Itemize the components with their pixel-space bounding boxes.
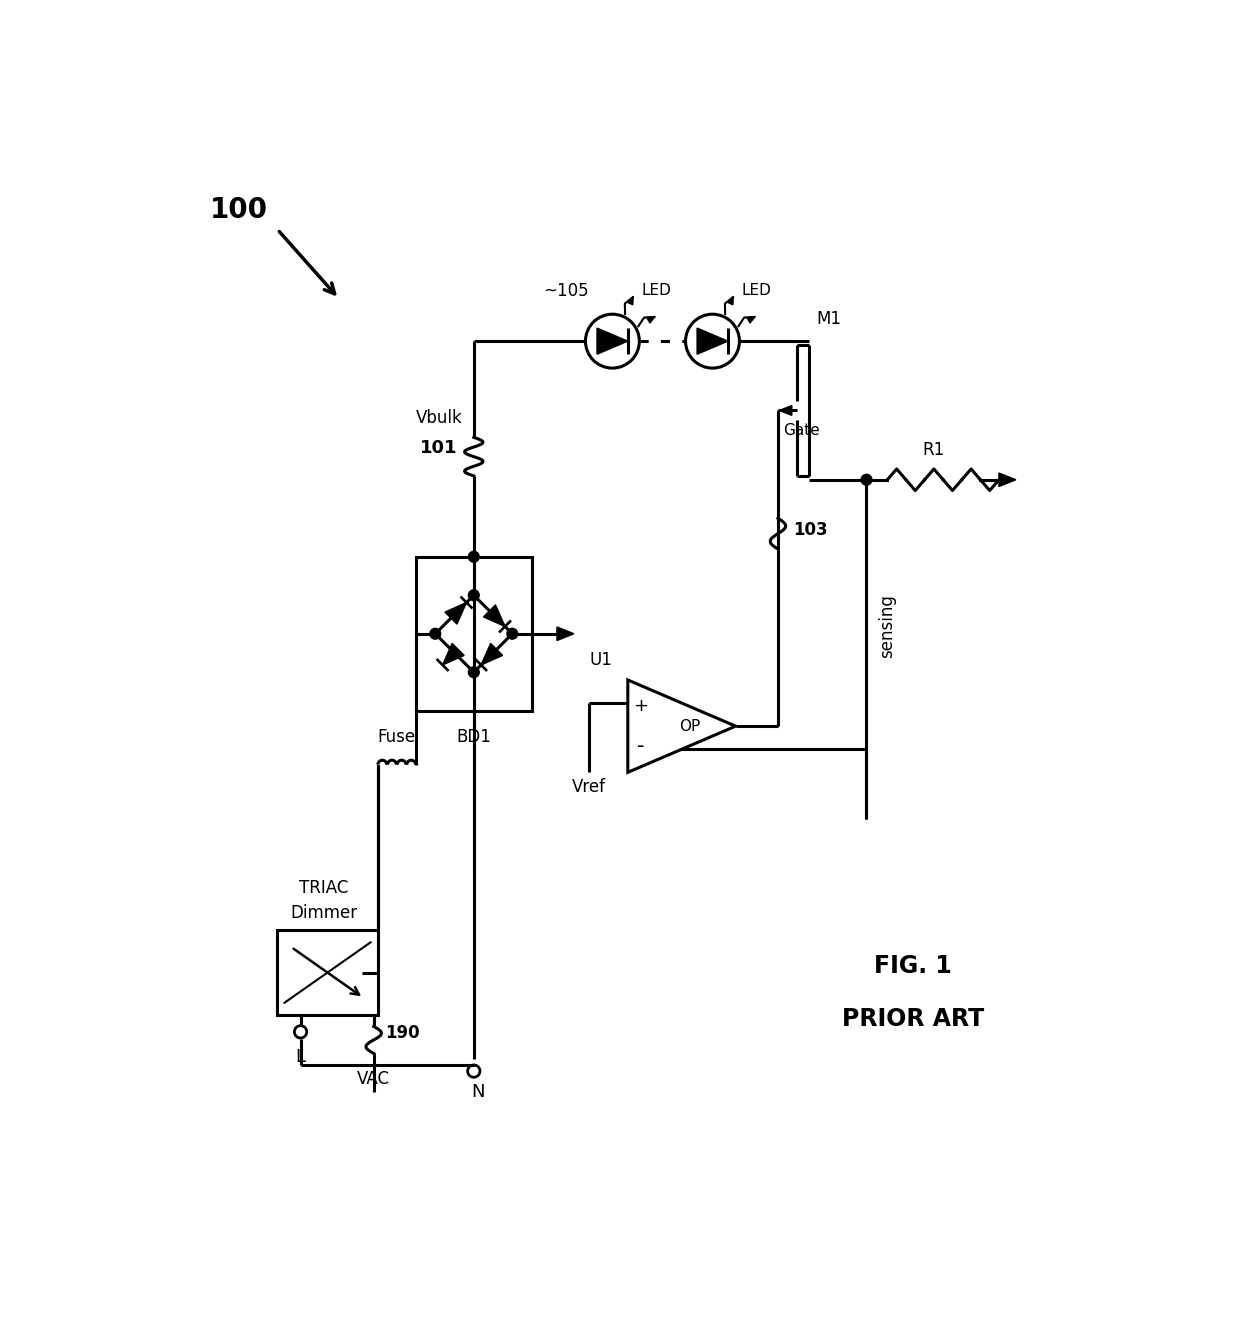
Circle shape	[430, 629, 440, 639]
Polygon shape	[445, 602, 466, 623]
Polygon shape	[481, 643, 502, 665]
Circle shape	[861, 474, 872, 485]
Text: FIG. 1: FIG. 1	[874, 953, 951, 977]
Text: PRIOR ART: PRIOR ART	[842, 1008, 983, 1032]
Text: N: N	[471, 1083, 485, 1101]
Polygon shape	[647, 316, 655, 323]
Polygon shape	[746, 316, 755, 323]
Text: -: -	[637, 737, 645, 757]
Text: Dimmer: Dimmer	[290, 904, 357, 922]
Polygon shape	[780, 406, 792, 415]
Text: LED: LED	[641, 283, 672, 298]
Text: TRIAC: TRIAC	[299, 878, 348, 897]
Text: U1: U1	[589, 650, 613, 669]
Polygon shape	[627, 680, 735, 773]
Text: ~105: ~105	[543, 283, 589, 300]
Circle shape	[469, 590, 479, 601]
Text: +: +	[634, 697, 649, 714]
Text: Vbulk: Vbulk	[415, 409, 463, 427]
Text: sensing: sensing	[878, 594, 897, 658]
Text: 100: 100	[210, 196, 268, 224]
Circle shape	[507, 629, 517, 639]
Polygon shape	[999, 473, 1016, 486]
Circle shape	[469, 551, 479, 562]
Polygon shape	[697, 328, 728, 354]
Circle shape	[469, 668, 479, 678]
Bar	[417, 557, 532, 710]
Text: Fuse: Fuse	[378, 728, 415, 745]
Text: BD1: BD1	[456, 728, 491, 746]
Text: OP: OP	[678, 718, 701, 734]
Text: Gate: Gate	[782, 423, 820, 438]
Polygon shape	[627, 296, 634, 304]
Polygon shape	[443, 643, 464, 665]
Text: R1: R1	[923, 441, 945, 459]
Text: LED: LED	[742, 283, 771, 298]
Text: M1: M1	[816, 310, 842, 328]
Polygon shape	[557, 627, 574, 641]
Text: 190: 190	[386, 1024, 420, 1043]
Text: Vref: Vref	[573, 777, 606, 796]
Polygon shape	[484, 605, 505, 626]
Text: L: L	[295, 1048, 305, 1067]
Text: VAC: VAC	[357, 1071, 391, 1088]
Bar	[278, 930, 377, 1015]
Polygon shape	[728, 296, 733, 304]
Text: 103: 103	[794, 521, 828, 539]
Text: 101: 101	[420, 439, 458, 457]
Polygon shape	[596, 328, 627, 354]
